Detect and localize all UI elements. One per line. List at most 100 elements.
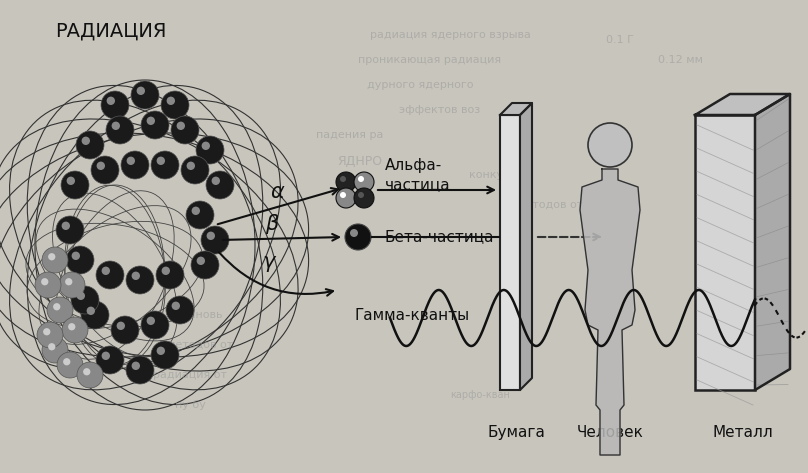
- Circle shape: [121, 151, 149, 179]
- Text: Бумага: Бумага: [487, 425, 545, 440]
- Circle shape: [157, 347, 165, 355]
- Circle shape: [111, 316, 139, 344]
- Circle shape: [151, 341, 179, 369]
- Text: Гамма-кванты: Гамма-кванты: [355, 307, 470, 323]
- Text: становь: становь: [177, 310, 223, 320]
- Text: дурного ядерного: дурного ядерного: [367, 80, 473, 90]
- Text: Бета-частица: Бета-частица: [385, 229, 494, 245]
- Circle shape: [181, 156, 209, 184]
- Circle shape: [91, 156, 119, 184]
- Circle shape: [66, 176, 75, 185]
- Circle shape: [59, 272, 85, 298]
- Circle shape: [336, 172, 356, 192]
- Circle shape: [107, 96, 115, 105]
- Circle shape: [62, 317, 88, 343]
- Polygon shape: [580, 169, 640, 455]
- Circle shape: [141, 311, 169, 339]
- Circle shape: [61, 171, 89, 199]
- Circle shape: [186, 201, 214, 229]
- Circle shape: [71, 286, 99, 314]
- Circle shape: [116, 322, 125, 330]
- Circle shape: [66, 246, 94, 274]
- Text: β: β: [265, 214, 279, 234]
- Polygon shape: [520, 103, 532, 390]
- Circle shape: [157, 157, 165, 165]
- Circle shape: [137, 87, 145, 95]
- Circle shape: [126, 356, 154, 384]
- Text: падения ра: падения ра: [316, 130, 384, 140]
- Circle shape: [35, 272, 61, 298]
- Circle shape: [77, 362, 103, 388]
- Circle shape: [77, 291, 85, 300]
- Text: ну бу: ну бу: [175, 400, 205, 410]
- Circle shape: [151, 151, 179, 179]
- Circle shape: [187, 162, 195, 170]
- Circle shape: [206, 171, 234, 199]
- Circle shape: [43, 328, 50, 335]
- Text: α: α: [270, 182, 284, 202]
- Circle shape: [96, 346, 124, 374]
- Circle shape: [354, 172, 374, 192]
- Circle shape: [202, 141, 210, 150]
- Text: радиация ядерного взрыва: радиация ядерного взрыва: [369, 30, 530, 40]
- Polygon shape: [695, 94, 790, 115]
- Text: радиация от: радиация от: [153, 370, 227, 380]
- Text: 0.12 мм: 0.12 мм: [658, 55, 702, 65]
- Circle shape: [65, 278, 73, 285]
- Circle shape: [82, 137, 90, 145]
- Circle shape: [106, 116, 134, 144]
- Circle shape: [171, 302, 180, 310]
- Circle shape: [86, 307, 95, 315]
- Circle shape: [68, 323, 75, 330]
- Circle shape: [207, 232, 215, 240]
- Circle shape: [132, 272, 140, 280]
- Text: Человек: Человек: [577, 425, 643, 440]
- Circle shape: [141, 111, 169, 139]
- Circle shape: [47, 297, 73, 323]
- Circle shape: [166, 96, 175, 105]
- Text: проникающая радиация: проникающая радиация: [359, 55, 502, 65]
- Polygon shape: [755, 94, 790, 390]
- Circle shape: [81, 301, 109, 329]
- Circle shape: [83, 368, 90, 376]
- Circle shape: [196, 136, 224, 164]
- Text: Металл: Металл: [712, 425, 773, 440]
- Circle shape: [177, 122, 185, 130]
- Circle shape: [354, 188, 374, 208]
- Polygon shape: [500, 103, 532, 115]
- Circle shape: [212, 176, 220, 185]
- Circle shape: [72, 252, 80, 260]
- Text: карфо-кван: карфо-кван: [450, 390, 510, 400]
- Circle shape: [102, 351, 110, 360]
- Circle shape: [340, 192, 346, 198]
- Circle shape: [102, 267, 110, 275]
- Circle shape: [112, 122, 120, 130]
- Circle shape: [196, 256, 205, 265]
- Circle shape: [53, 303, 61, 310]
- Circle shape: [588, 123, 632, 167]
- Circle shape: [126, 266, 154, 294]
- Circle shape: [146, 316, 155, 325]
- Circle shape: [131, 81, 159, 109]
- Circle shape: [63, 358, 70, 365]
- Text: методов от: методов от: [167, 340, 234, 350]
- Bar: [695, 115, 755, 390]
- Circle shape: [340, 176, 346, 182]
- Text: РАДИАЦИЯ: РАДИАЦИЯ: [55, 22, 166, 41]
- Circle shape: [191, 251, 219, 279]
- Circle shape: [101, 91, 129, 119]
- Circle shape: [166, 296, 194, 324]
- Circle shape: [48, 343, 56, 350]
- Text: методов от: методов от: [517, 200, 583, 210]
- Circle shape: [358, 176, 364, 182]
- Circle shape: [336, 188, 356, 208]
- Circle shape: [37, 322, 63, 348]
- Circle shape: [96, 261, 124, 289]
- Circle shape: [201, 226, 229, 254]
- Circle shape: [161, 91, 189, 119]
- Circle shape: [171, 116, 199, 144]
- Circle shape: [350, 229, 358, 237]
- Circle shape: [48, 253, 56, 261]
- Text: 0.1 Г: 0.1 Г: [606, 35, 634, 45]
- Circle shape: [42, 337, 68, 363]
